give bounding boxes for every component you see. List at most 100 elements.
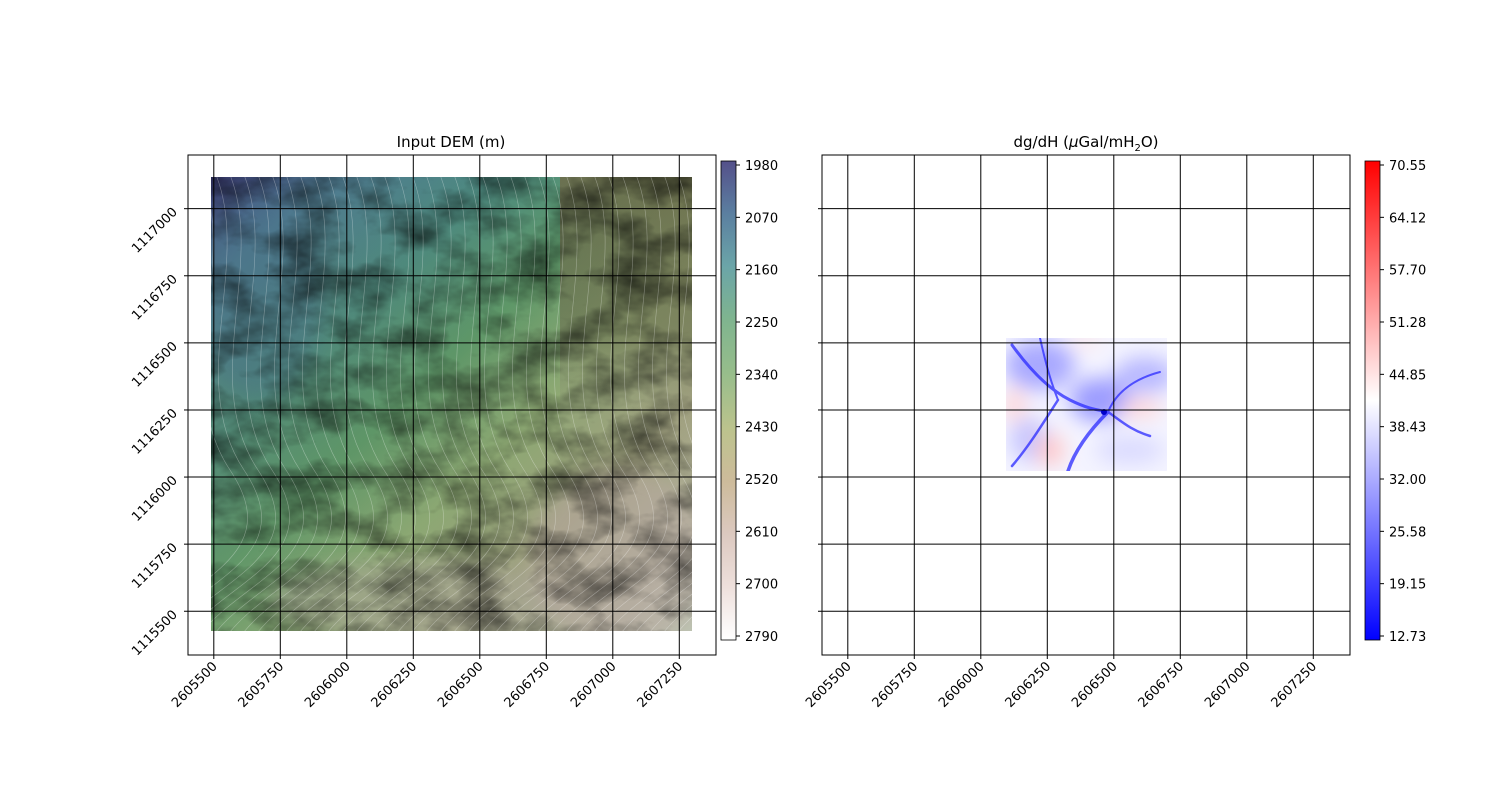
dem-panel: Input DEM (m) 2605500 2605750 2606000 26062… <box>129 133 878 711</box>
dgdh-panel-title: dg/dH (μGal/mH2O) <box>1013 133 1158 154</box>
dem-contour-line <box>440 177 542 631</box>
dem-x-tick-label: 2606000 <box>302 659 354 711</box>
dem-x-tick-label: 2606250 <box>369 659 421 711</box>
dem-colorbar-tick-label: 2070 <box>745 211 778 226</box>
dem-y-tick-label: 1117000 <box>129 205 181 257</box>
dem-colorbar-tick-label: 2520 <box>745 473 778 488</box>
dem-contour-line <box>622 177 692 631</box>
dem-contour-line <box>636 583 692 631</box>
dem-contour-line <box>770 170 878 640</box>
dem-x-tick-label: 2606750 <box>502 659 554 711</box>
dem-contour-line <box>370 177 472 631</box>
dem-y-tick-label: 1116000 <box>129 473 181 525</box>
dem-contour-line <box>426 177 528 631</box>
dem-contour-line <box>230 177 332 631</box>
dgdh-colorbar-tick-label: 51.28 <box>1389 316 1426 331</box>
dem-contour-line <box>412 177 514 631</box>
dgdh-x-tick-label: 2605750 <box>870 659 922 711</box>
dgdh-colorbar-tick-label: 70.55 <box>1389 159 1426 174</box>
dgdh-axes-frame <box>821 154 1351 656</box>
dem-contour-line <box>608 177 692 631</box>
dem-contour-line <box>211 177 304 623</box>
dgdh-x-tick-label: 2607000 <box>1202 659 1254 711</box>
dem-contour-line <box>384 177 486 631</box>
dem-contour-line <box>398 177 500 631</box>
dem-contour-line <box>468 177 570 631</box>
dem-contour-line <box>482 177 584 631</box>
dem-x-tick-label: 2607000 <box>568 659 620 711</box>
dgdh-colorbar-tick-label: 44.85 <box>1389 368 1426 383</box>
dgdh-y-axis <box>818 208 822 612</box>
dem-colorbar-tick-label: 2250 <box>745 316 778 331</box>
dem-contour-line <box>258 177 360 631</box>
dem-axes-frame <box>187 154 717 656</box>
dem-colorbar-tick-label: 2430 <box>745 421 778 436</box>
dem-contour-line <box>286 177 388 631</box>
dem-x-tick-label: 2606500 <box>435 659 487 711</box>
dem-y-tick-label: 1116250 <box>129 406 181 458</box>
dem-contour-line <box>216 177 318 631</box>
dgdh-panel: dg/dH (μGal/mH2O) <box>803 133 1426 711</box>
dem-y-tick-label: 1116750 <box>129 272 181 324</box>
dem-x-tick-label: 2605750 <box>236 659 288 711</box>
dem-colorbar-tick-label: 2790 <box>745 630 778 645</box>
dem-contour-line <box>454 177 556 631</box>
dem-contour-line <box>552 177 654 631</box>
dem-colorbar-tick-label: 2160 <box>745 264 778 279</box>
dgdh-x-tick-label: 2606250 <box>1003 659 1055 711</box>
dem-x-tick-label: 2607250 <box>635 659 687 711</box>
dgdh-colorbar-tick-label: 19.15 <box>1389 578 1426 593</box>
dem-y-axis: 1115500 1115750 1116000 1116250 1116500 11167… <box>129 205 188 659</box>
dem-panel-title: Input DEM (m) <box>397 133 506 151</box>
dgdh-colorbar-tick-label: 64.12 <box>1389 211 1426 226</box>
dem-x-axis: 2605500 2605750 2606000 2606250 2606500 26067… <box>169 655 686 711</box>
dem-contour-line <box>580 177 682 631</box>
dem-contour-line <box>538 177 640 631</box>
dem-contour-line <box>496 177 598 631</box>
dem-colorbar-ticks: 1980 2070 2160 2250 2340 2430 2520 2610 2700 2790 <box>736 159 778 645</box>
dgdh-x-tick-label: 2606500 <box>1069 659 1121 711</box>
dgdh-colorbar-tick-label: 32.00 <box>1389 473 1426 488</box>
dem-contour-line <box>510 177 612 631</box>
dgdh-x-tick-label: 2607250 <box>1269 659 1321 711</box>
dgdh-raster <box>1006 338 1167 471</box>
dem-colorbar-tick-label: 2340 <box>745 368 778 383</box>
dem-contour-line <box>356 177 458 631</box>
dem-contour-line <box>211 177 276 599</box>
dem-contour-line <box>314 177 416 631</box>
dem-raster <box>211 170 878 640</box>
dgdh-colorbar-tick-label: 25.58 <box>1389 525 1426 540</box>
dem-contour-line <box>272 177 374 631</box>
dem-contour-line <box>342 177 444 631</box>
dgdh-colorbar-tick-label: 57.70 <box>1389 264 1426 279</box>
dgdh-colorbar-tick-label: 38.43 <box>1389 421 1426 436</box>
dem-contour-line <box>211 177 262 588</box>
dem-contour-line <box>524 177 626 631</box>
dgdh-colorbar-tick-label: 12.73 <box>1389 630 1426 645</box>
dem-contour-line <box>686 170 794 640</box>
dgdh-colorbar <box>1364 160 1381 641</box>
dgdh-grid <box>822 155 1350 655</box>
dgdh-x-tick-label: 2605500 <box>803 659 855 711</box>
dem-contour-line <box>594 177 692 631</box>
dem-contour-line <box>211 177 290 610</box>
dgdh-x-tick-label: 2606750 <box>1136 659 1188 711</box>
dem-y-tick-label: 1115750 <box>129 540 181 592</box>
dem-colorbar-tick-label: 2700 <box>745 578 778 593</box>
dgdh-x-axis: 2605500 2605750 2606000 2606250 2606500 26067… <box>803 655 1320 711</box>
dem-contour-line <box>328 177 430 631</box>
dem-x-tick-label: 2605500 <box>169 659 221 711</box>
dgdh-x-tick-label: 2606000 <box>936 659 988 711</box>
dem-colorbar-tick-label: 2610 <box>745 525 778 540</box>
dem-y-tick-label: 1115500 <box>129 607 181 659</box>
dem-grid <box>188 155 716 655</box>
dem-contour-line <box>728 170 836 640</box>
dem-contour-line <box>211 208 248 577</box>
dem-y-tick-label: 1116500 <box>129 339 181 391</box>
dem-colorbar-tick-label: 1980 <box>745 159 778 174</box>
dgdh-colorbar-ticks: 70.55 64.12 57.70 51.28 44.85 38.43 32.00 25.58… <box>1380 159 1426 645</box>
dem-colorbar <box>720 160 737 641</box>
dem-contours <box>211 170 878 640</box>
dem-contour-line <box>244 177 346 631</box>
